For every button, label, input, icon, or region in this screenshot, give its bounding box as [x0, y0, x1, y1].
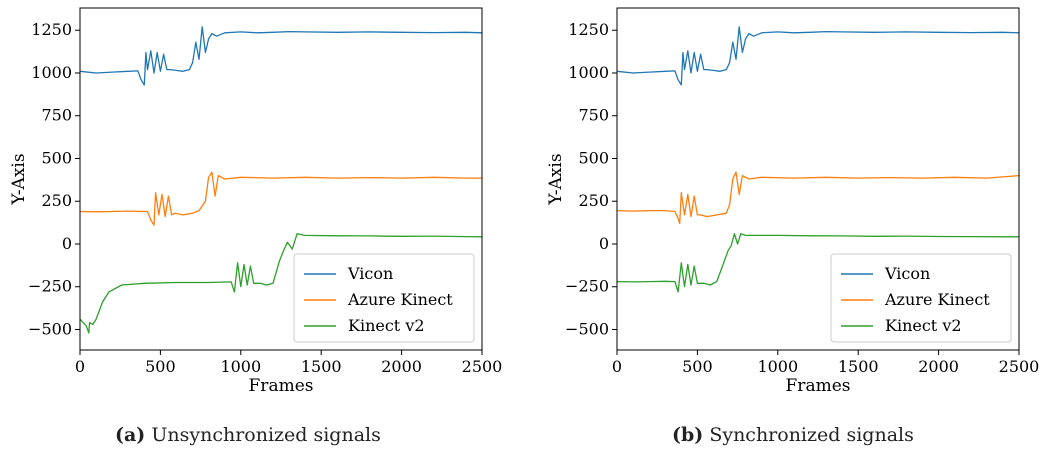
- y-tick-label: 500: [41, 148, 72, 167]
- legend-label: Azure Kinect: [884, 290, 990, 309]
- caption-b-tag: (b): [672, 424, 704, 446]
- series-line-azure-kinect: [617, 171, 1019, 225]
- y-tick-label: 250: [578, 191, 609, 210]
- x-tick-label: 2500: [999, 357, 1040, 376]
- x-tick-label: 2000: [918, 357, 959, 376]
- y-tick-label: 0: [599, 234, 609, 253]
- x-tick-label: 500: [682, 357, 713, 376]
- x-tick-label: 1500: [838, 357, 879, 376]
- y-axis-label: Y-Axis: [9, 153, 29, 205]
- legend-box: [830, 253, 1012, 343]
- legend-label: Kinect v2: [348, 316, 425, 335]
- x-axis-label: Frames: [249, 376, 314, 396]
- x-tick-label: 1000: [757, 357, 798, 376]
- legend-box: [293, 253, 475, 343]
- panel-b: 0 500 1000 1500 2000 2500 −500 −250 0 250 500 750 10…: [546, 7, 1040, 396]
- series-line-vicon: [80, 26, 482, 86]
- y-axis-label: Y-Axis: [546, 153, 566, 205]
- y-tick-label: 250: [41, 191, 72, 210]
- x-tick-label: 0: [612, 357, 622, 376]
- y-tick-label: 1000: [31, 63, 72, 82]
- caption-a-text: Unsynchronized signals: [151, 424, 381, 446]
- x-tick-label: 500: [145, 357, 176, 376]
- y-tick-label: 750: [41, 106, 72, 125]
- x-axis-label: Frames: [786, 376, 851, 396]
- y-tick-label: 1250: [31, 20, 72, 39]
- y-tick-label: −500: [28, 319, 72, 338]
- legend-label: Azure Kinect: [347, 290, 453, 309]
- legend-label: Vicon: [347, 264, 393, 283]
- y-tick-label: 750: [578, 106, 609, 125]
- x-tick-label: 2500: [462, 357, 503, 376]
- x-tick-label: 1500: [301, 357, 342, 376]
- series-line-kinect-v2: [80, 233, 482, 334]
- y-tick-label: 1000: [568, 63, 609, 82]
- plot-frame: [616, 7, 1020, 351]
- x-tick-label: 2000: [381, 357, 422, 376]
- series-line-azure-kinect: [80, 171, 482, 226]
- caption-a: (a) Unsynchronized signals: [115, 424, 381, 446]
- legend-label: Kinect v2: [885, 316, 962, 335]
- y-tick-label: −250: [28, 277, 72, 296]
- y-tick-label: 0: [62, 234, 72, 253]
- panel-a: 0 500 1000 1500 2000 2500 −500 −250 0 250 500 750 10…: [9, 7, 503, 396]
- legend-label: Vicon: [884, 264, 930, 283]
- series-line-kinect-v2: [617, 233, 1019, 293]
- series-line-vicon: [617, 26, 1019, 86]
- y-tick-label: 500: [578, 148, 609, 167]
- caption-b: (b) Synchronized signals: [672, 424, 914, 446]
- x-tick-label: 1000: [220, 357, 261, 376]
- figure-canvas: 0 500 1000 1500 2000 2500−500−250025050075010…: [9, 7, 1040, 396]
- x-tick-label: 0: [75, 357, 85, 376]
- caption-a-tag: (a): [115, 424, 146, 446]
- plot-frame: [79, 7, 483, 351]
- caption-b-text: Synchronized signals: [709, 424, 914, 446]
- y-tick-label: −500: [565, 319, 609, 338]
- y-tick-label: 1250: [568, 20, 609, 39]
- y-tick-label: −250: [565, 277, 609, 296]
